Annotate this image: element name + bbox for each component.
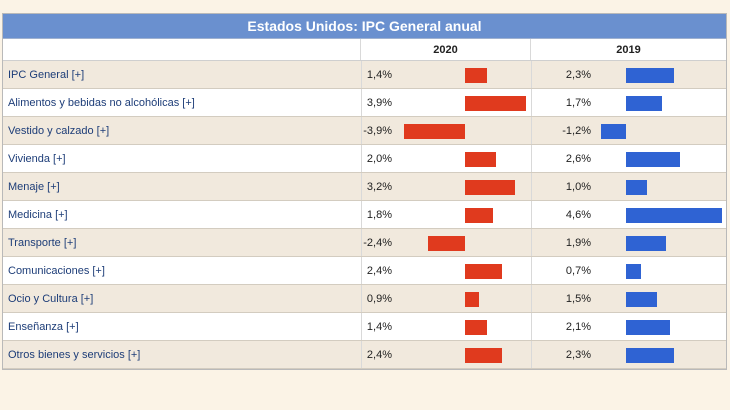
table-body: IPC General [+] 1,4% 2,3% Alimentos y bebid… bbox=[3, 61, 726, 369]
bar-2019 bbox=[626, 264, 641, 279]
bar-2020 bbox=[465, 320, 487, 335]
value-2020: 1,4% bbox=[366, 69, 392, 81]
value-2020: 1,4% bbox=[366, 321, 392, 333]
value-2020: -2,4% bbox=[363, 237, 392, 249]
table-row: Transporte [+] -2,4% 1,9% bbox=[3, 229, 726, 257]
category-link[interactable]: Otros bienes y servicios [+] bbox=[8, 349, 141, 361]
value-2020: 1,8% bbox=[366, 209, 392, 221]
bar-2019 bbox=[626, 320, 670, 335]
value-2020: 3,9% bbox=[366, 97, 392, 109]
column-divider bbox=[361, 257, 362, 284]
bar-2019 bbox=[626, 96, 662, 111]
value-2019: 2,3% bbox=[565, 69, 591, 81]
value-2019: 1,7% bbox=[565, 97, 591, 109]
column-divider bbox=[531, 341, 532, 368]
column-divider bbox=[531, 117, 532, 144]
bar-2019 bbox=[600, 124, 626, 139]
value-2020: -3,9% bbox=[363, 125, 392, 137]
bar-2020 bbox=[465, 96, 526, 111]
value-2019: 2,3% bbox=[565, 349, 591, 361]
category-link[interactable]: Transporte [+] bbox=[8, 237, 77, 249]
column-divider bbox=[361, 201, 362, 228]
table-title: Estados Unidos: IPC General anual bbox=[3, 14, 726, 39]
column-header-2020: 2020 bbox=[361, 39, 531, 60]
bar-2020 bbox=[465, 348, 503, 363]
bar-2020 bbox=[465, 152, 497, 167]
category-link[interactable]: IPC General [+] bbox=[8, 69, 85, 81]
value-2019: 4,6% bbox=[565, 209, 591, 221]
category-link[interactable]: Enseñanza [+] bbox=[8, 321, 79, 333]
column-header-2019: 2019 bbox=[616, 44, 641, 56]
table-row: Vestido y calzado [+] -3,9% -1,2% bbox=[3, 117, 726, 145]
column-divider bbox=[361, 341, 362, 368]
bar-2019 bbox=[626, 208, 723, 223]
category-link[interactable]: Comunicaciones [+] bbox=[8, 265, 105, 277]
table-row: Alimentos y bebidas no alcohólicas [+] 3,… bbox=[3, 89, 726, 117]
table-row: Enseñanza [+] 1,4% 2,1% bbox=[3, 313, 726, 341]
column-divider bbox=[361, 117, 362, 144]
column-divider bbox=[531, 201, 532, 228]
column-divider bbox=[361, 89, 362, 116]
column-divider bbox=[361, 229, 362, 256]
value-2019: 1,9% bbox=[565, 237, 591, 249]
column-divider bbox=[531, 285, 532, 312]
column-divider bbox=[531, 257, 532, 284]
value-2020: 2,4% bbox=[366, 349, 392, 361]
value-2019: 0,7% bbox=[565, 265, 591, 277]
category-header bbox=[3, 39, 361, 60]
table-row: IPC General [+] 1,4% 2,3% bbox=[3, 61, 726, 89]
value-2019: -1,2% bbox=[562, 125, 591, 137]
category-link[interactable]: Medicina [+] bbox=[8, 209, 68, 221]
bar-2020 bbox=[465, 208, 494, 223]
bar-2019 bbox=[626, 180, 647, 195]
bar-2019 bbox=[626, 348, 675, 363]
bar-2020 bbox=[465, 180, 515, 195]
column-header-row: 2020 2019 bbox=[3, 39, 726, 61]
category-link[interactable]: Ocio y Cultura [+] bbox=[8, 293, 94, 305]
bar-2020 bbox=[465, 264, 503, 279]
column-divider bbox=[361, 285, 362, 312]
value-2020: 3,2% bbox=[366, 181, 392, 193]
category-link[interactable]: Vestido y calzado [+] bbox=[8, 125, 110, 137]
table-row: Comunicaciones [+] 2,4% 0,7% bbox=[3, 257, 726, 285]
column-divider bbox=[361, 173, 362, 200]
column-divider bbox=[531, 89, 532, 116]
table-row: Menaje [+] 3,2% 1,0% bbox=[3, 173, 726, 201]
value-2019: 1,0% bbox=[565, 181, 591, 193]
bar-2019 bbox=[626, 236, 666, 251]
bar-2020 bbox=[404, 124, 465, 139]
column-divider bbox=[531, 313, 532, 340]
value-2020: 2,4% bbox=[366, 265, 392, 277]
bar-2019 bbox=[626, 152, 681, 167]
value-2020: 2,0% bbox=[366, 153, 392, 165]
table-row: Medicina [+] 1,8% 4,6% bbox=[3, 201, 726, 229]
category-link[interactable]: Vivienda [+] bbox=[8, 153, 66, 165]
column-divider bbox=[361, 313, 362, 340]
table-row: Otros bienes y servicios [+] 2,4% 2,3% bbox=[3, 341, 726, 369]
category-link[interactable]: Alimentos y bebidas no alcohólicas [+] bbox=[8, 97, 195, 109]
category-link[interactable]: Menaje [+] bbox=[8, 181, 60, 193]
column-divider bbox=[531, 145, 532, 172]
value-2019: 1,5% bbox=[565, 293, 591, 305]
value-2019: 2,6% bbox=[565, 153, 591, 165]
bar-2019 bbox=[626, 68, 675, 83]
bar-2019 bbox=[626, 292, 658, 307]
ipc-table: Estados Unidos: IPC General anual 2020 2… bbox=[2, 13, 727, 370]
value-2019: 2,1% bbox=[565, 321, 591, 333]
table-row: Vivienda [+] 2,0% 2,6% bbox=[3, 145, 726, 173]
column-divider bbox=[361, 61, 362, 88]
column-divider bbox=[531, 229, 532, 256]
value-2020: 0,9% bbox=[366, 293, 392, 305]
bar-2020 bbox=[465, 68, 487, 83]
column-divider bbox=[531, 61, 532, 88]
bar-2020 bbox=[465, 292, 480, 307]
table-row: Ocio y Cultura [+] 0,9% 1,5% bbox=[3, 285, 726, 313]
bar-2020 bbox=[427, 236, 465, 251]
column-divider bbox=[531, 173, 532, 200]
column-divider bbox=[361, 145, 362, 172]
